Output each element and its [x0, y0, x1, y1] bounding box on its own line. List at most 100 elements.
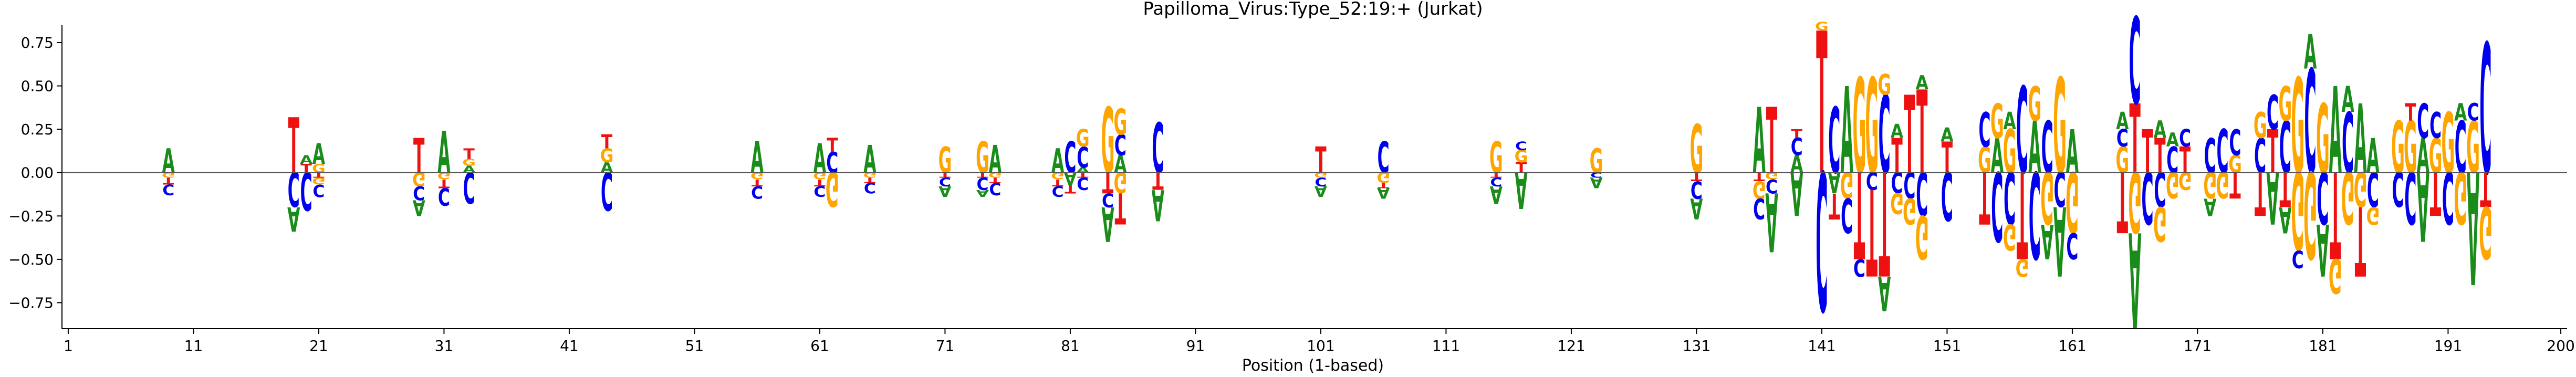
logo-letter-glyph: A [1515, 161, 1527, 219]
logo-letter-C: C [864, 180, 876, 196]
logo-letter-glyph: T [2405, 99, 2416, 127]
logo-letter-C: C [1515, 140, 1527, 153]
logo-letter-C: C [2142, 155, 2154, 238]
logo-letter-glyph: A [437, 120, 450, 186]
logo-letter-C: C [1766, 175, 1778, 197]
logo-letter-A: A [1590, 174, 1603, 191]
logo-letter-G: G [2391, 108, 2405, 190]
logo-letter-T: T [2480, 161, 2491, 217]
logo-letter-glyph: C [1766, 175, 1778, 197]
logo-letter-glyph: T [2179, 140, 2191, 181]
logo-letter-glyph: C [1978, 102, 1990, 158]
logo-letter-T: T [1904, 74, 1915, 198]
logo-letter-glyph: C [1879, 74, 1891, 198]
logo-letter-T: T [1152, 166, 1164, 194]
logo-letter-T: T [2430, 158, 2442, 227]
logo-letter-T: T [827, 134, 838, 156]
logo-letter-glyph: G [1113, 102, 1127, 143]
x-tick-label: 181 [2309, 337, 2337, 354]
logo-letter-glyph: G [2391, 108, 2405, 190]
logo-letter-glyph: T [2017, 144, 2028, 282]
logo-letter-A: A [1064, 169, 1077, 187]
logo-letter-glyph: G [938, 140, 952, 181]
logo-letter-A: A [1753, 89, 1766, 194]
logo-letter-glyph: T [1766, 89, 1777, 194]
logo-letter-glyph: G [826, 161, 839, 217]
logo-letter-T: T [2179, 140, 2191, 181]
logo-letter-glyph: C [2116, 125, 2129, 153]
logo-letter-T: T [1891, 129, 1902, 184]
logo-letter-glyph: G [1376, 169, 1390, 185]
x-tick-label: 151 [1933, 337, 1961, 354]
logo-letter-A: A [312, 138, 326, 171]
logo-letter-C: C [1102, 189, 1114, 211]
logo-letter-glyph: C [2479, 7, 2491, 215]
logo-letter-glyph: C [2204, 129, 2216, 184]
logo-letter-glyph: T [1942, 133, 1953, 183]
logo-letter-C: C [1378, 133, 1390, 183]
logo-letter-glyph: G [2053, 51, 2067, 203]
logo-letter-G: G [2291, 147, 2304, 271]
logo-letter-C: C [1753, 192, 1765, 224]
logo-letter-glyph: C [1941, 157, 1953, 235]
logo-letter-glyph: T [2117, 153, 2128, 250]
logo-letter-T: T [814, 177, 826, 188]
logo-letter-G: G [2040, 155, 2054, 238]
logo-letter-glyph: A [2266, 155, 2279, 238]
logo-letter-A: A [2417, 129, 2430, 184]
logo-letter-G: G [1840, 164, 1854, 205]
logo-letter-glyph: T [2480, 161, 2491, 217]
logo-letter-G: G [2003, 118, 2017, 187]
logo-letter-A: A [1377, 185, 1390, 201]
logo-letter-G: G [1113, 102, 1127, 143]
logo-letter-C: C [1991, 150, 2003, 261]
logo-letter-glyph: G [1076, 125, 1090, 153]
logo-letter-glyph: G [2279, 76, 2292, 132]
logo-letter-glyph: A [1765, 174, 1778, 268]
logo-letter-C: C [989, 179, 1001, 198]
logo-letter-glyph: C [2317, 155, 2329, 238]
logo-letter-glyph: T [2267, 118, 2279, 187]
logo-letter-C: C [1828, 89, 1840, 194]
logo-letter-glyph: T [463, 145, 474, 162]
logo-letter-glyph: G [2203, 164, 2217, 205]
logo-letter-glyph: C [814, 183, 826, 200]
logo-letter-glyph: G [412, 168, 426, 190]
logo-letter-A: A [2341, 80, 2354, 121]
logo-letter-A: A [2417, 150, 2429, 261]
logo-letter-glyph: A [2028, 108, 2041, 190]
logo-letter-glyph: C [2442, 155, 2454, 238]
logo-letter-glyph: T [2142, 118, 2153, 187]
logo-letter-glyph: C [2154, 161, 2166, 217]
x-tick-label: 161 [2058, 337, 2086, 354]
logo-letter-G: G [312, 175, 326, 186]
logo-letter-glyph: T [2255, 158, 2266, 227]
logo-letter-glyph: T [864, 176, 876, 184]
logo-letter-C: C [2442, 155, 2454, 238]
logo-letter-G: G [826, 161, 839, 217]
logo-letter-glyph: G [1489, 133, 1503, 183]
logo-letter-glyph: T [1378, 181, 1389, 190]
logo-letter-glyph: A [2279, 198, 2291, 239]
logo-letter-glyph: G [2254, 106, 2267, 146]
logo-letter-C: C [463, 162, 475, 212]
logo-letter-G: G [2115, 140, 2129, 181]
logo-letter-glyph: G [1990, 93, 2004, 149]
logo-letter-C: C [1941, 157, 1953, 235]
logo-letter-G: G [1853, 51, 1866, 203]
logo-letter-T: T [1516, 160, 1527, 176]
logo-letter-T: T [601, 131, 612, 153]
logo-letter-T: T [752, 177, 763, 188]
logo-letter-A: A [162, 142, 175, 181]
logo-letter-glyph: A [976, 187, 989, 198]
logo-letter-glyph: G [2115, 140, 2129, 181]
logo-letter-C: C [2479, 7, 2491, 215]
logo-letter-glyph: T [1879, 139, 1890, 305]
logo-letter-A: A [1690, 192, 1703, 224]
logo-letter-glyph: G [1890, 186, 1904, 219]
logo-letter-glyph: C [2179, 125, 2191, 153]
logo-letter-T: T [864, 176, 876, 184]
logo-letter-C: C [413, 182, 425, 204]
logo-letter-glyph: C [2054, 161, 2066, 217]
logo-letter-glyph: A [1152, 180, 1164, 229]
